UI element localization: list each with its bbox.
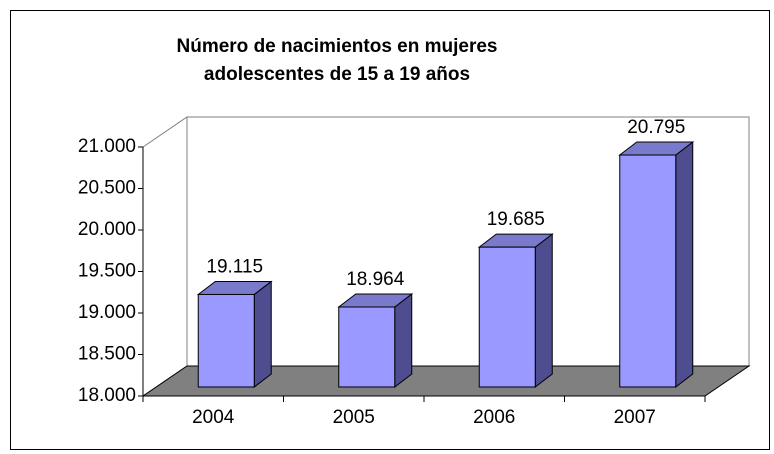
y-tick-label: 20.000 xyxy=(78,219,136,240)
bar xyxy=(478,246,536,388)
bar xyxy=(619,154,677,388)
x-tick-label: 2005 xyxy=(333,407,375,428)
bar-side xyxy=(253,280,272,389)
chart-title: Número de nacimientos en mujeres adolesc… xyxy=(176,36,498,85)
y-tick-label: 18.500 xyxy=(78,344,136,365)
y-tick-label: 19.500 xyxy=(78,261,136,282)
y-tick-label: 21.000 xyxy=(78,136,136,157)
data-label: 18.964 xyxy=(346,269,405,290)
y-tick-label: 20.500 xyxy=(78,178,136,199)
bar xyxy=(197,293,255,388)
x-tick-label: 2006 xyxy=(473,407,515,428)
data-label: 19.685 xyxy=(487,209,545,230)
bar xyxy=(338,306,396,388)
side-wall xyxy=(142,116,188,397)
y-tick-label: 19.000 xyxy=(78,302,136,323)
y-tick-label: 18.000 xyxy=(78,385,136,406)
bar-side xyxy=(394,292,413,389)
data-label: 20.795 xyxy=(627,117,685,138)
x-tick-label: 2007 xyxy=(614,407,656,428)
x-tick-label: 2004 xyxy=(192,407,235,428)
bar-side xyxy=(534,233,553,389)
bar-side xyxy=(675,141,694,389)
data-label: 19.115 xyxy=(206,256,263,277)
